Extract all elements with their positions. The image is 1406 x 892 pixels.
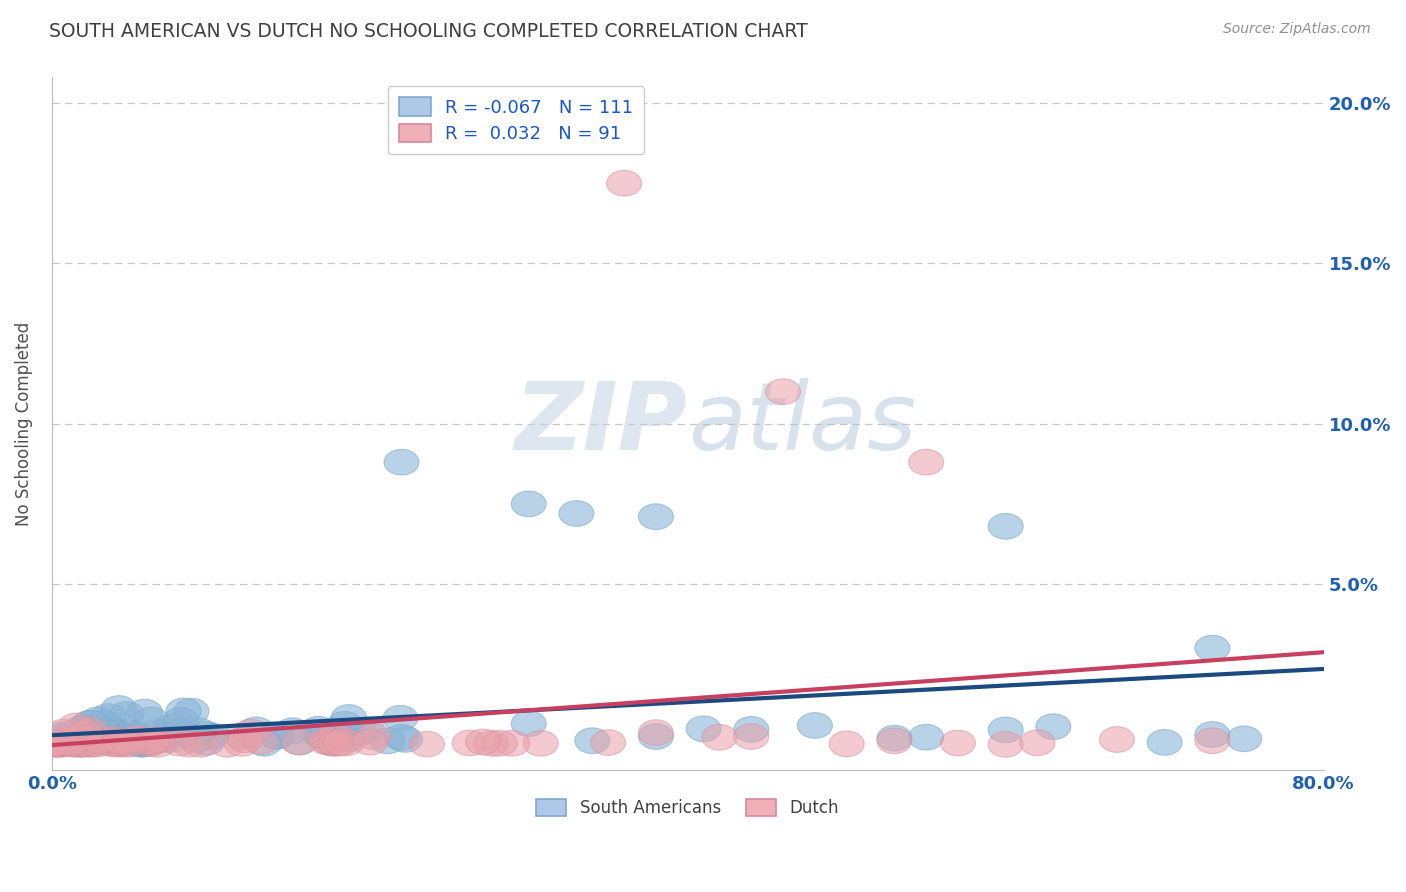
Text: ZIP: ZIP (515, 377, 688, 470)
Legend: South Americans, Dutch: South Americans, Dutch (530, 792, 845, 824)
Text: Source: ZipAtlas.com: Source: ZipAtlas.com (1223, 22, 1371, 37)
Text: SOUTH AMERICAN VS DUTCH NO SCHOOLING COMPLETED CORRELATION CHART: SOUTH AMERICAN VS DUTCH NO SCHOOLING COM… (49, 22, 808, 41)
Y-axis label: No Schooling Completed: No Schooling Completed (15, 322, 32, 526)
Text: atlas: atlas (688, 378, 915, 469)
